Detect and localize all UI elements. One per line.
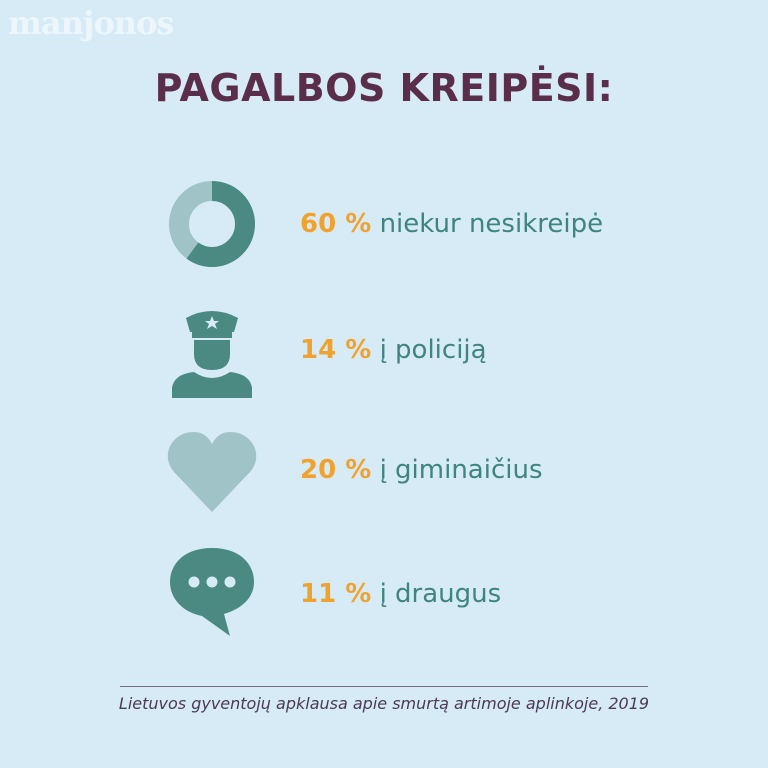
heart-icon (164, 424, 260, 520)
source-caption: Lietuvos gyventojų apklausa apie smurtą … (118, 694, 650, 713)
stat-label: į policiją (379, 335, 487, 365)
stat-percent: 60 % (300, 209, 372, 239)
stat-row-friends: 11 % į draugus (0, 544, 768, 644)
stat-label: niekur nesikreipė (379, 209, 604, 239)
donut-chart-icon (164, 176, 260, 272)
watermark-logo: manjonos (8, 4, 174, 42)
police-officer-icon (164, 302, 260, 398)
stat-text: 20 % į giminaičius (300, 455, 543, 485)
stat-label: į draugus (379, 579, 502, 609)
speech-bubble-icon (164, 544, 260, 640)
stat-percent: 11 % (300, 579, 372, 609)
footer-divider (120, 686, 648, 687)
stat-percent: 14 % (300, 335, 372, 365)
stat-text: 11 % į draugus (300, 579, 501, 609)
stat-row-relatives: 20 % į giminaičius (0, 420, 768, 520)
stat-row-no-help: 60 % niekur nesikreipė (0, 174, 768, 274)
stat-row-police: 14 % į policiją (0, 300, 768, 400)
stat-label: į giminaičius (379, 455, 543, 485)
stat-text: 60 % niekur nesikreipė (300, 209, 603, 239)
page-title: PAGALBOS KREIPĖSI: (154, 66, 614, 110)
stat-percent: 20 % (300, 455, 372, 485)
stat-text: 14 % į policiją (300, 335, 487, 365)
